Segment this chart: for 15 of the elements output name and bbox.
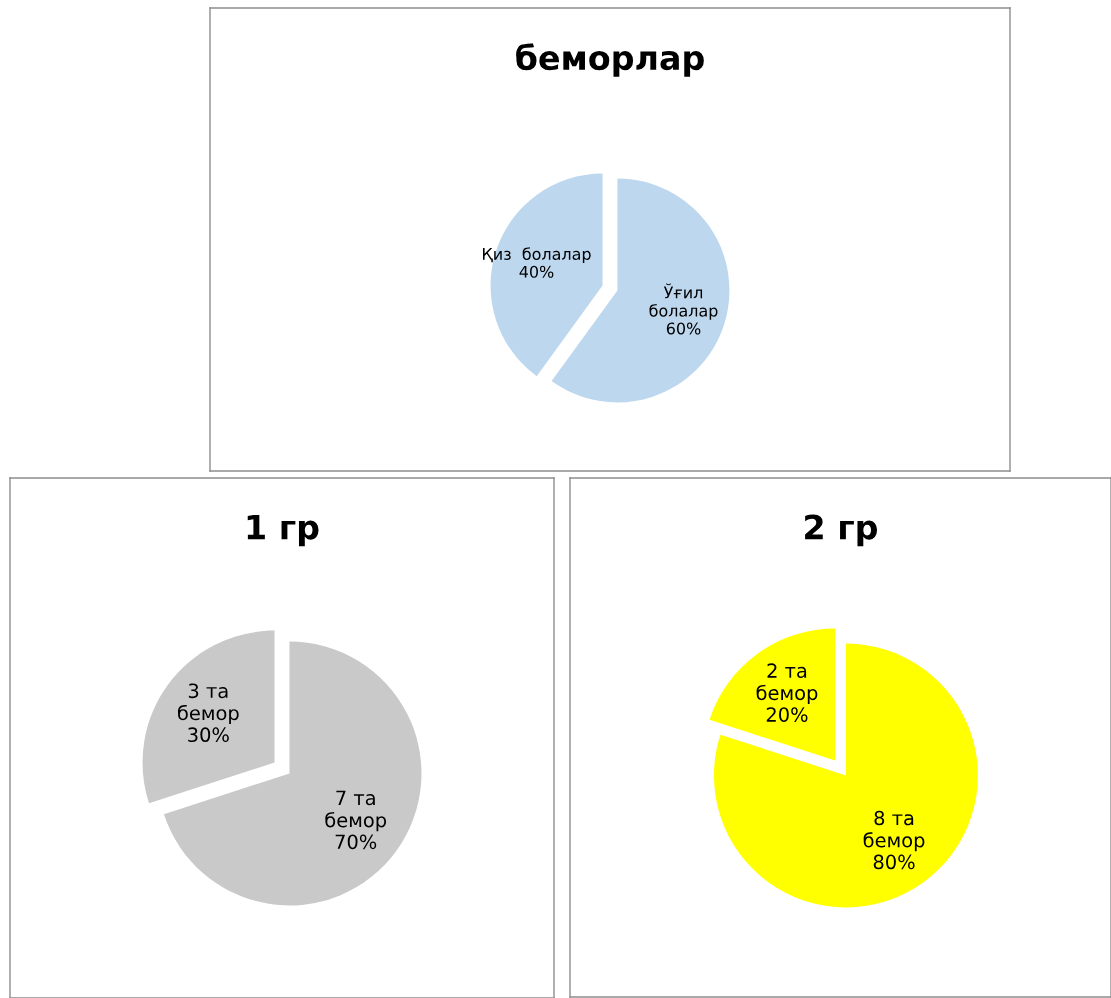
slice-label: 2 та бемор xyxy=(756,663,818,704)
slice-label: 8 та бемор xyxy=(863,810,925,852)
chart-title: беморлар xyxy=(516,43,704,77)
data-label: 20% xyxy=(766,707,808,722)
slice-label: Ўғил болалар xyxy=(649,283,718,320)
data-label: 70% xyxy=(335,834,377,850)
data-label: 30% xyxy=(188,727,229,743)
slice-label: 7 та бемор xyxy=(325,790,387,832)
slice-label: 3 та бемор xyxy=(177,683,239,725)
data-label: 60% xyxy=(666,322,701,335)
chart-title: 2 гр xyxy=(805,514,878,547)
data-label: 80% xyxy=(873,854,915,870)
slice-label: Қиз болалар xyxy=(483,247,591,264)
chart-title: 1 гр xyxy=(247,514,319,547)
data-label: 40% xyxy=(519,265,554,278)
